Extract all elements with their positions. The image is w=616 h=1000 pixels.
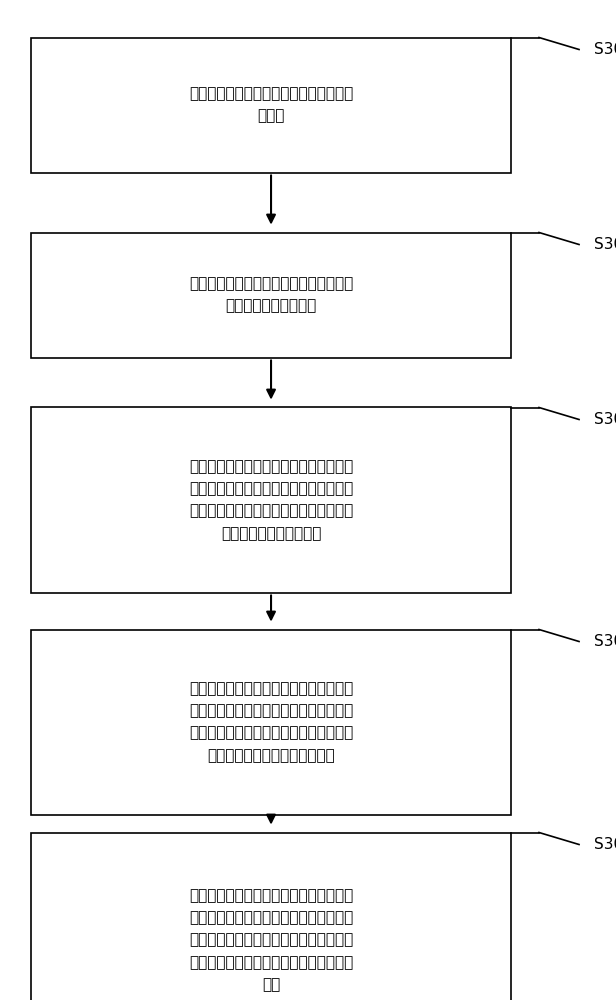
Text: 在三维点云计算模式下，通过控制模块的
上位机进行左右相机图像对激光光条的中
心线提取和匹配，并结标定计算得到的内
部参数和外部参数完成图像对的三维点云
计算: 在三维点云计算模式下，通过控制模块的 上位机进行左右相机图像对激光光条的中 心线…	[189, 888, 353, 992]
Text: S301: S301	[594, 42, 616, 57]
Text: S304: S304	[594, 837, 616, 852]
Bar	[31, 37, 511, 172]
Text: 在标定模式下进行双目视觉系统内部参数
和外部参数的标定计算: 在标定模式下进行双目视觉系统内部参数 和外部参数的标定计算	[189, 276, 353, 314]
Text: 在烧蚀图像采集模式下，基于赋值后的参
数，通过电机系统以周期往复的方式快速
扫描待测模型，并在每个扫描周期内，采
集结构光图像对并进行有序保存: 在烧蚀图像采集模式下，基于赋值后的参 数，通过电机系统以周期往复的方式快速 扫描…	[189, 681, 353, 763]
Text: S303: S303	[594, 412, 616, 427]
Bar	[31, 832, 511, 1000]
Text: 在测量准备模式下通过控制模块向电机系
统发送单次扫描指令，通过电机系统的单
词扫描操作进行测量准备，并对电机系统
和双相机的参数进行赋值: 在测量准备模式下通过控制模块向电机系 统发送单次扫描指令，通过电机系统的单 词扫…	[189, 459, 353, 541]
Bar	[31, 408, 511, 592]
Text: 选择所述防热结构动态外形测量装置的工
作模式: 选择所述防热结构动态外形测量装置的工 作模式	[189, 86, 353, 124]
Text: S302: S302	[594, 237, 616, 252]
Bar	[31, 630, 511, 814]
Bar	[31, 232, 511, 358]
Text: S304: S304	[594, 634, 616, 649]
